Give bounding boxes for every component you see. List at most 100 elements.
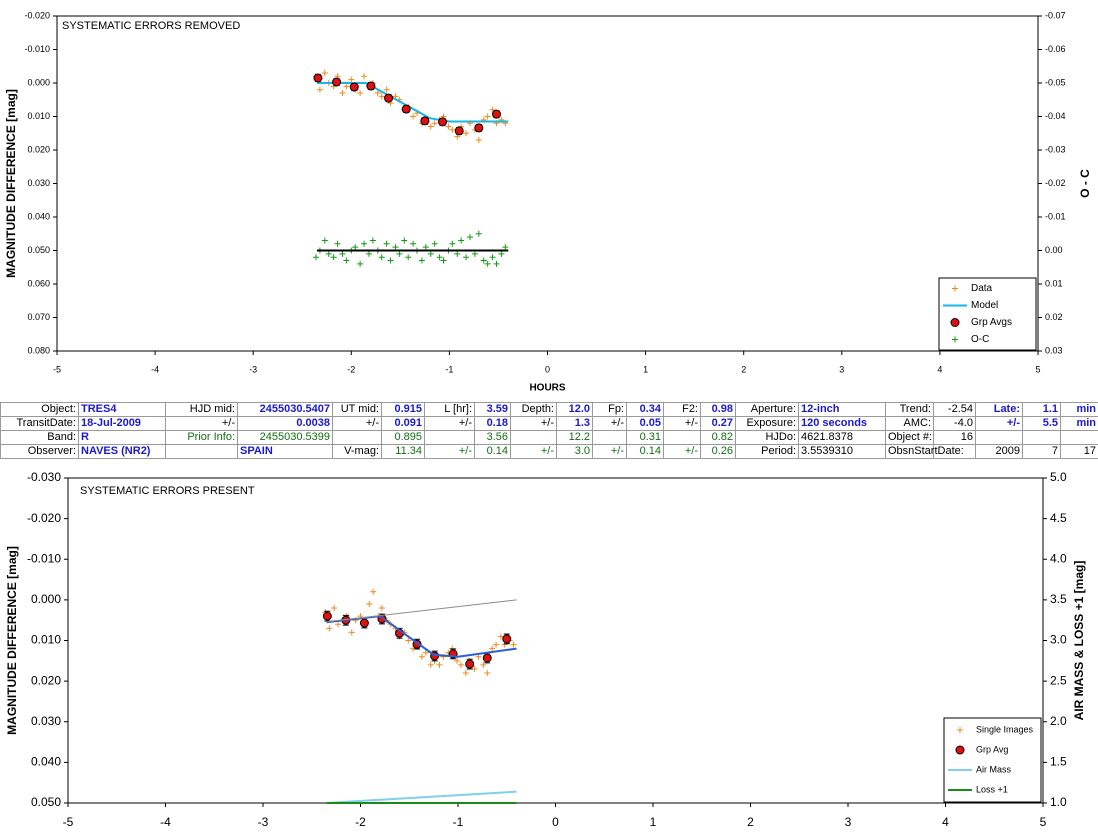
x-tick-label: -3: [258, 815, 269, 829]
x-tick-label: -5: [53, 364, 61, 374]
data-point: [383, 86, 390, 93]
y-tick-label: -0.020: [27, 511, 61, 525]
data-point: [422, 649, 429, 656]
data-point: [418, 653, 425, 660]
group-average: [482, 653, 492, 663]
x-tick-label: -1: [445, 364, 453, 374]
x-tick-label: 0: [545, 364, 550, 374]
table-cell: 3.0: [556, 444, 593, 459]
group-average: [474, 123, 484, 133]
table-cell: 0.091: [381, 416, 425, 431]
y-axis-title: MAGNITUDE DIFFERENCE [mag]: [4, 89, 18, 278]
data-point: [357, 90, 364, 97]
data-point: [458, 237, 465, 244]
table-cell: +/-: [165, 416, 238, 431]
group-average: [313, 73, 323, 83]
y-tick-label: -0.020: [24, 10, 50, 20]
table-cell: 0.98: [700, 402, 736, 417]
data-point: [383, 240, 390, 247]
data-point: [431, 240, 438, 247]
table-cell: +/-: [592, 444, 627, 459]
x-axis-title: HOURS: [529, 383, 565, 394]
y2-tick-label: 5.0: [1050, 470, 1067, 484]
data-point: [454, 657, 461, 664]
table-cell: [424, 430, 475, 445]
table-cell: 120 seconds: [798, 416, 886, 431]
y2-tick-label: -0.04: [1045, 111, 1066, 121]
data-point: [457, 661, 464, 668]
y2-tick-label: 4.5: [1050, 511, 1067, 525]
y-tick-label: 0.030: [31, 714, 61, 728]
x-tick-label: 2: [747, 815, 754, 829]
data-point: [489, 645, 496, 652]
table-cell: 16: [933, 430, 976, 445]
data-point: [489, 106, 496, 113]
data-point: [339, 250, 346, 257]
table-row: Band: R Prior Info: 2455030.5399 0.895 3.56 12…: [0, 430, 1098, 445]
table-cell: Prior Info:: [165, 430, 238, 445]
y-tick-label: 0.040: [27, 211, 50, 221]
data-point: [502, 244, 509, 251]
table-cell: 7: [1022, 444, 1061, 459]
y-tick-label: 0.080: [27, 345, 50, 355]
data-point: [467, 234, 474, 241]
group-average: [491, 109, 501, 119]
data-point: [463, 254, 470, 261]
table-cell: 1.1: [1022, 402, 1061, 417]
table-cell: SPAIN: [237, 444, 333, 459]
table-cell: 12-inch: [798, 402, 886, 417]
group-average: [332, 77, 342, 87]
data-point: [480, 257, 487, 264]
data-point: [321, 237, 328, 244]
table-cell: 0.27: [700, 416, 736, 431]
table-cell: ObsnStartDate:: [885, 444, 964, 459]
table-cell: 0.05: [626, 416, 664, 431]
data-point: [366, 600, 373, 607]
y2-axis-title: O - C: [1078, 169, 1092, 198]
x-tick-label: 4: [937, 364, 942, 374]
data-point: [484, 113, 491, 120]
data-point: [339, 90, 346, 97]
y-tick-label: 0.050: [27, 245, 50, 255]
y2-tick-label: -0.07: [1045, 10, 1066, 20]
data-point: [316, 86, 323, 93]
group-average: [502, 634, 512, 644]
table-cell: 12.2: [556, 430, 593, 445]
data-point: [440, 257, 447, 264]
data-point: [405, 254, 412, 261]
data-point: [365, 250, 372, 257]
data-point: [378, 93, 385, 100]
legend-label: Single Images: [976, 724, 1034, 734]
x-tick-label: 4: [942, 815, 949, 829]
table-cell: F2:: [663, 402, 701, 417]
group-average: [384, 93, 394, 103]
y2-tick-label: 0.02: [1045, 312, 1063, 322]
table-cell: 0.18: [474, 416, 511, 431]
table-cell: [165, 444, 238, 459]
table-cell: Exposure:: [735, 416, 799, 431]
table-cell: 1.3: [556, 416, 593, 431]
data-point: [427, 661, 434, 668]
table-cell: [332, 430, 382, 445]
data-point: [427, 250, 434, 257]
table-cell: Late:: [975, 402, 1023, 417]
data-point: [493, 260, 500, 267]
data-point: [475, 230, 482, 237]
data-point: [449, 126, 456, 133]
table-cell: HJDo:: [735, 430, 799, 445]
series-line: [326, 790, 517, 804]
data-point: [497, 633, 504, 640]
y-tick-label: 0.030: [27, 178, 50, 188]
table-cell: 3.5539310: [798, 444, 886, 459]
chart-title: SYSTEMATIC ERRORS REMOVED: [62, 20, 240, 32]
data-point: [361, 240, 368, 247]
legend-label: Model: [971, 300, 998, 311]
group-average: [438, 117, 448, 127]
legend-label: Loss +1: [976, 784, 1008, 794]
data-point: [374, 90, 381, 97]
data-point: [493, 641, 500, 648]
group-average: [401, 104, 411, 114]
data-point: [343, 257, 350, 264]
